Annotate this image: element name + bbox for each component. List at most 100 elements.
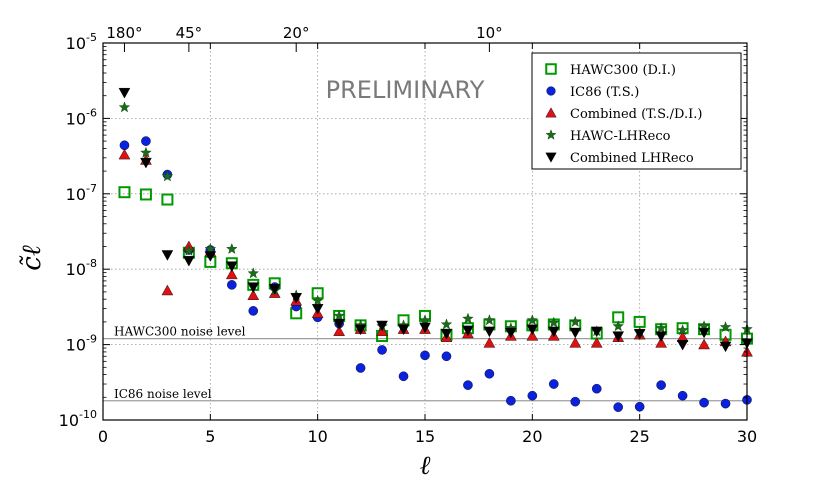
data-point	[333, 325, 345, 336]
data-point	[463, 380, 473, 390]
data-point	[698, 338, 710, 350]
data-point	[140, 157, 152, 169]
data-point	[527, 390, 538, 401]
data-point	[548, 316, 560, 328]
x-tick-label: 25	[629, 427, 649, 446]
data-point	[441, 351, 452, 362]
x-tick-label: 20	[522, 427, 542, 446]
noise-level-label: HAWC300 noise level	[114, 325, 246, 339]
data-point	[161, 193, 174, 206]
data-point	[462, 325, 474, 337]
data-point	[183, 256, 195, 267]
data-point	[720, 398, 731, 409]
top-angle-label: 45°	[176, 24, 203, 42]
ticks: 0 5 10 15 20 25 30 10-10 10-9 10-8 10-7 10-6 10-5 180…	[59, 24, 758, 446]
y-tick-label: 10-5	[66, 31, 97, 53]
data-point	[676, 324, 689, 336]
data-point	[483, 326, 496, 338]
data-point	[569, 327, 582, 339]
data-point	[676, 340, 689, 351]
data-point	[526, 330, 539, 341]
data-point	[655, 337, 667, 348]
data-point	[590, 337, 603, 348]
data-point	[247, 289, 260, 300]
top-angle-label: 20°	[283, 24, 310, 42]
legend-label: HAWC300 (D.I.)	[570, 63, 676, 78]
data-point	[655, 331, 667, 342]
data-point	[633, 315, 646, 328]
legend-label: IC86 (T.S.)	[570, 85, 639, 100]
data-point	[140, 146, 152, 158]
data-point	[570, 396, 581, 407]
data-point	[634, 401, 645, 412]
data-point	[440, 318, 453, 330]
data-point	[590, 326, 603, 338]
data-point	[569, 337, 582, 348]
data-point	[420, 350, 430, 361]
data-point	[225, 261, 238, 272]
x-tick-label: 15	[415, 427, 435, 446]
data-point	[268, 284, 281, 295]
x-tick-label: 5	[205, 427, 215, 446]
top-angle-label: 10°	[476, 24, 503, 42]
data-point	[398, 371, 409, 382]
data-point	[698, 327, 710, 339]
series-combined-lhreco	[118, 87, 753, 353]
data-point	[183, 244, 195, 256]
data-point	[139, 188, 152, 201]
data-point	[484, 368, 495, 379]
data-point	[419, 314, 431, 326]
data-point	[225, 268, 238, 280]
x-tick-label: 0	[98, 427, 108, 446]
data-point	[506, 395, 516, 406]
data-point	[719, 321, 732, 333]
data-point	[204, 251, 217, 262]
legend-label: Combined LHReco	[570, 151, 694, 166]
data-point	[677, 390, 688, 401]
data-point	[526, 314, 539, 326]
y-tick-label: 10-7	[66, 182, 97, 204]
series-ic86-t-s	[119, 136, 752, 412]
data-point	[526, 324, 539, 336]
data-point	[247, 267, 260, 279]
x-tick-label: 10	[307, 427, 327, 446]
y-tick-label: 10-9	[66, 333, 97, 355]
data-point	[483, 314, 496, 326]
data-point	[483, 337, 496, 348]
x-axis-label: ℓ	[420, 451, 431, 481]
data-point	[226, 280, 237, 290]
legend-marker	[545, 107, 557, 118]
data-point	[161, 284, 174, 296]
data-point	[311, 294, 324, 306]
y-axis-label: c̃ℓ	[17, 245, 47, 271]
series-hawc300-d-i	[118, 186, 753, 345]
data-point	[397, 324, 410, 336]
data-point	[290, 293, 303, 304]
data-point	[118, 101, 131, 113]
data-point	[333, 318, 345, 330]
data-point	[247, 282, 260, 293]
data-point	[226, 242, 238, 254]
data-point	[633, 328, 646, 340]
data-point	[612, 320, 624, 332]
data-point	[311, 304, 324, 315]
data-point	[141, 136, 151, 146]
data-point	[376, 320, 388, 332]
y-tick-label: 10-6	[66, 106, 97, 128]
noise-level-label: IC86 noise level	[114, 387, 212, 401]
data-point	[612, 331, 625, 342]
legend-marker	[545, 63, 557, 75]
data-point	[613, 402, 624, 412]
x-tick-label: 30	[737, 427, 757, 446]
data-point	[118, 148, 131, 160]
data-point	[656, 380, 666, 390]
data-point	[549, 379, 559, 389]
data-point	[161, 250, 174, 261]
preliminary-watermark: PRELIMINARY	[326, 76, 485, 104]
legend-label: Combined (T.S./D.I.)	[570, 107, 702, 122]
watermark-group: PRELIMINARY	[326, 76, 485, 104]
data-point	[354, 324, 367, 336]
data-point	[377, 345, 387, 355]
data-point	[333, 309, 345, 321]
data-point	[719, 341, 732, 353]
